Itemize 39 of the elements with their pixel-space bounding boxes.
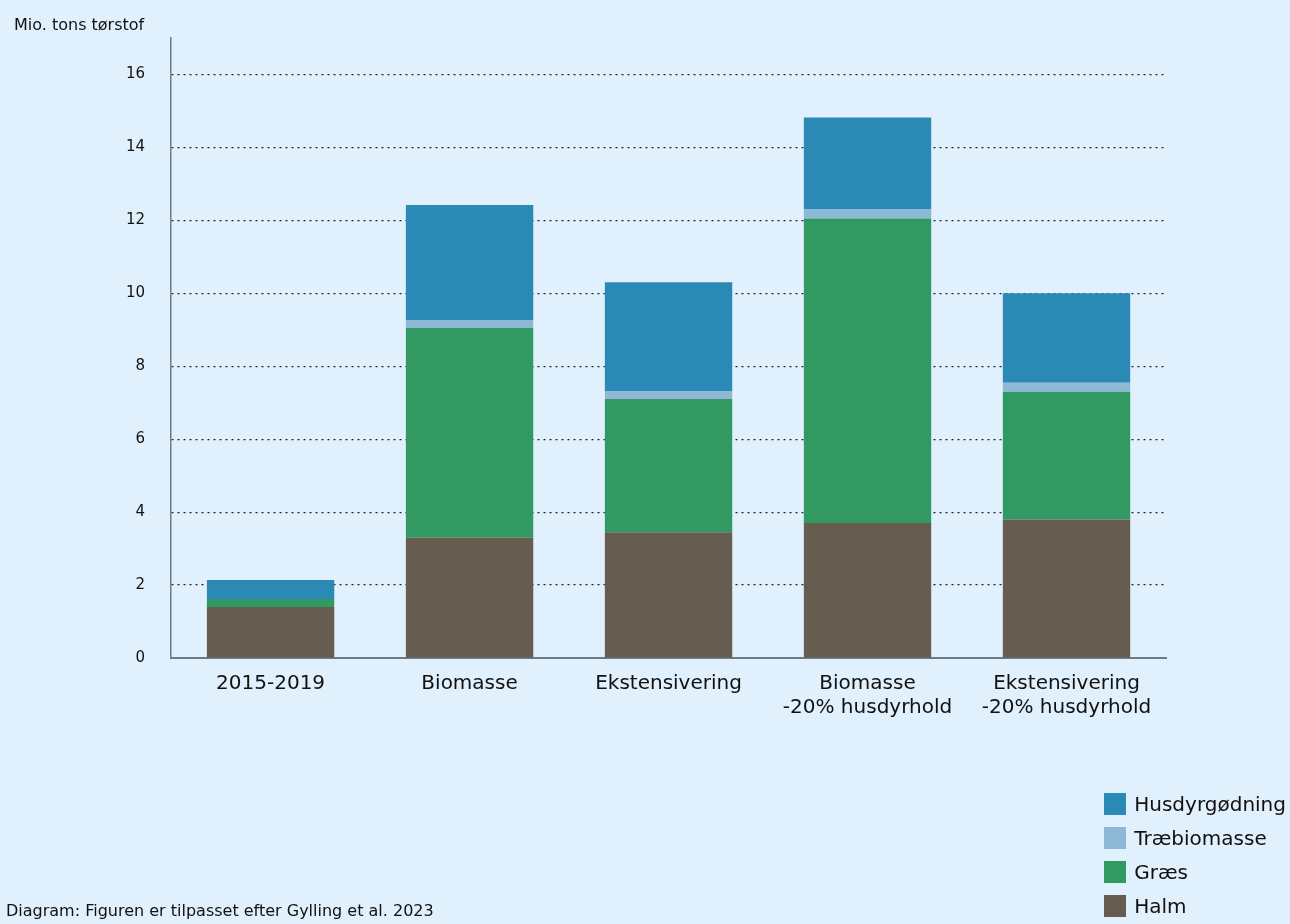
y-tick-label: 14 [125,137,146,156]
bar [803,523,932,658]
bar [405,319,534,328]
y-tick-label: 10 [125,283,146,302]
bar [405,327,534,538]
x-tick-label: Ekstensivering -20% husdyrhold [981,670,1152,719]
bar [803,218,932,524]
text: Diagram: Figuren er tilpasset efter Gylling et al. 2023 [6,901,434,920]
x-tick-label: Biomasse -20% husdyrhold [782,670,953,719]
bar [405,205,534,320]
legend-label: Træbiomasse [1134,826,1267,850]
bar [803,117,932,210]
y-tick-label: 8 [135,356,146,375]
y-tick-label: 4 [135,502,146,521]
y-tick-label: 12 [125,210,146,229]
x-tick-label: 2015-2019 [216,670,326,695]
bar [803,209,932,219]
bar [604,399,733,533]
bar [206,579,335,599]
bar [1002,391,1131,520]
bar [1002,293,1131,383]
bar [206,598,335,607]
bar [1002,382,1131,392]
legend-label: Husdyrgødning [1134,792,1286,816]
bar [1002,519,1131,658]
y-tick-label: 2 [135,574,146,593]
bar [206,606,335,658]
bar [604,282,733,392]
y-axis-title: Mio. tons tørstof [14,15,145,34]
legend-label: Græs [1134,860,1188,884]
x-tick-label: Ekstensivering [595,670,742,695]
y-tick-label: 16 [125,64,146,83]
y-tick-label: 0 [135,647,146,666]
legend-label: Halm [1134,894,1187,918]
bar [604,532,733,658]
bar [604,391,733,400]
bar [405,537,534,658]
x-tick-label: Biomasse [421,670,518,695]
y-tick-label: 6 [135,429,146,448]
